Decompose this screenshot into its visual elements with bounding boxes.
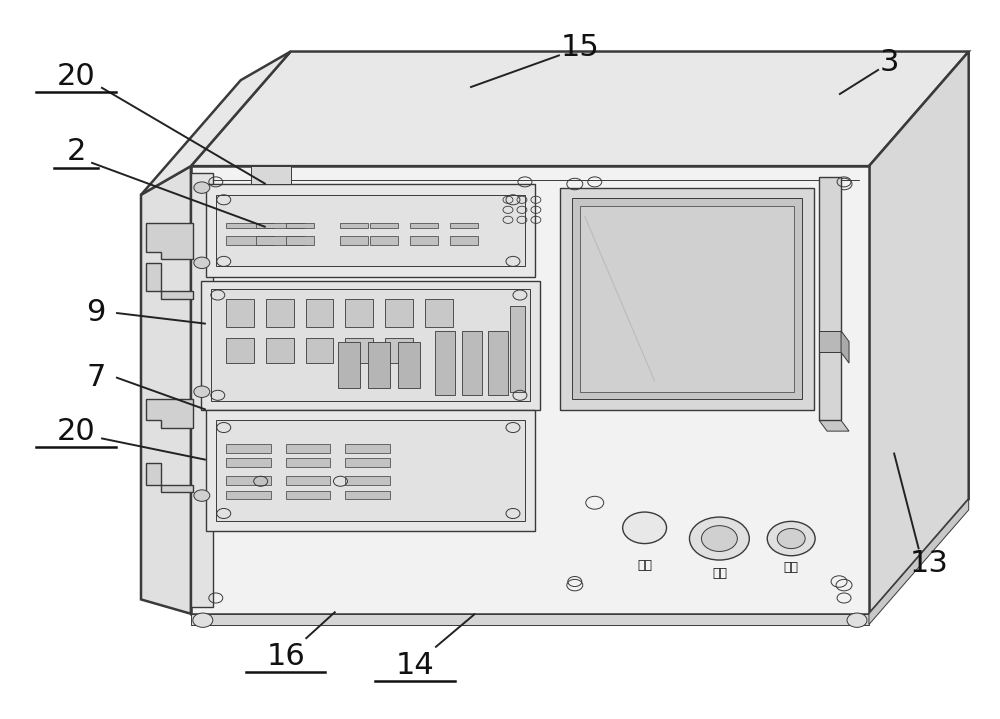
Bar bbox=[368, 342, 390, 388]
Bar bbox=[226, 223, 274, 229]
Bar bbox=[488, 331, 508, 395]
Bar bbox=[385, 298, 413, 327]
Circle shape bbox=[194, 386, 210, 398]
Bar bbox=[286, 476, 330, 485]
Bar bbox=[256, 237, 304, 245]
Bar bbox=[345, 444, 390, 452]
Bar bbox=[510, 306, 525, 392]
Bar bbox=[211, 289, 530, 401]
Bar bbox=[580, 206, 794, 392]
Bar bbox=[435, 331, 455, 395]
Bar bbox=[370, 237, 398, 245]
Bar bbox=[450, 223, 478, 229]
Polygon shape bbox=[251, 166, 291, 184]
Bar bbox=[340, 223, 368, 229]
Bar bbox=[226, 490, 271, 499]
Bar bbox=[286, 458, 330, 467]
Bar bbox=[398, 342, 420, 388]
Bar bbox=[340, 237, 368, 245]
Bar bbox=[345, 476, 390, 485]
Text: 16: 16 bbox=[266, 641, 305, 671]
Circle shape bbox=[193, 613, 213, 628]
Circle shape bbox=[767, 521, 815, 556]
Text: 13: 13 bbox=[909, 549, 948, 578]
Bar bbox=[206, 410, 535, 531]
Bar bbox=[226, 458, 271, 467]
Bar bbox=[286, 490, 330, 499]
Circle shape bbox=[194, 182, 210, 193]
Text: 15: 15 bbox=[560, 34, 599, 63]
Circle shape bbox=[194, 257, 210, 268]
Bar bbox=[345, 490, 390, 499]
Circle shape bbox=[701, 526, 737, 551]
Bar bbox=[226, 298, 254, 327]
Polygon shape bbox=[819, 421, 849, 431]
Text: 推出: 推出 bbox=[784, 562, 799, 574]
Polygon shape bbox=[146, 399, 193, 428]
Circle shape bbox=[194, 490, 210, 501]
Bar bbox=[286, 223, 314, 229]
Bar bbox=[226, 237, 274, 245]
Text: 2: 2 bbox=[66, 137, 86, 166]
Bar bbox=[385, 338, 413, 363]
Polygon shape bbox=[819, 331, 841, 352]
Circle shape bbox=[847, 613, 867, 628]
Polygon shape bbox=[141, 52, 291, 195]
Bar bbox=[216, 195, 525, 267]
Bar bbox=[560, 188, 814, 410]
Polygon shape bbox=[191, 166, 869, 614]
Bar bbox=[306, 298, 333, 327]
Text: 电源: 电源 bbox=[637, 559, 652, 572]
Bar bbox=[345, 298, 373, 327]
Bar bbox=[345, 338, 373, 363]
Bar bbox=[266, 338, 294, 363]
Bar bbox=[286, 237, 314, 245]
Polygon shape bbox=[841, 331, 849, 363]
Bar bbox=[256, 223, 304, 229]
Bar bbox=[410, 223, 438, 229]
Bar bbox=[450, 237, 478, 245]
Polygon shape bbox=[191, 614, 869, 625]
Bar bbox=[286, 444, 330, 452]
Bar bbox=[191, 173, 213, 607]
Text: 7: 7 bbox=[86, 363, 106, 392]
Polygon shape bbox=[146, 224, 193, 260]
Polygon shape bbox=[146, 263, 193, 298]
Bar bbox=[819, 177, 841, 421]
Text: 20: 20 bbox=[57, 62, 96, 91]
Bar bbox=[345, 458, 390, 467]
Polygon shape bbox=[869, 499, 969, 625]
Polygon shape bbox=[146, 463, 193, 492]
Text: 3: 3 bbox=[879, 47, 899, 77]
Bar bbox=[226, 476, 271, 485]
Polygon shape bbox=[191, 52, 969, 166]
Text: 20: 20 bbox=[57, 416, 96, 446]
Bar bbox=[226, 444, 271, 452]
Bar bbox=[216, 421, 525, 521]
Text: 14: 14 bbox=[396, 651, 435, 680]
Circle shape bbox=[623, 512, 667, 544]
Polygon shape bbox=[141, 166, 191, 614]
Bar bbox=[462, 331, 482, 395]
Polygon shape bbox=[869, 52, 969, 614]
Bar bbox=[370, 223, 398, 229]
Circle shape bbox=[689, 517, 749, 560]
Bar bbox=[226, 338, 254, 363]
Bar bbox=[410, 237, 438, 245]
Circle shape bbox=[777, 528, 805, 549]
Text: 9: 9 bbox=[86, 298, 106, 327]
Bar bbox=[306, 338, 333, 363]
Bar bbox=[338, 342, 360, 388]
Bar bbox=[206, 184, 535, 277]
Bar bbox=[201, 280, 540, 410]
Bar bbox=[266, 298, 294, 327]
Bar bbox=[425, 298, 453, 327]
Text: 开始: 开始 bbox=[712, 567, 727, 580]
Bar bbox=[572, 198, 802, 399]
